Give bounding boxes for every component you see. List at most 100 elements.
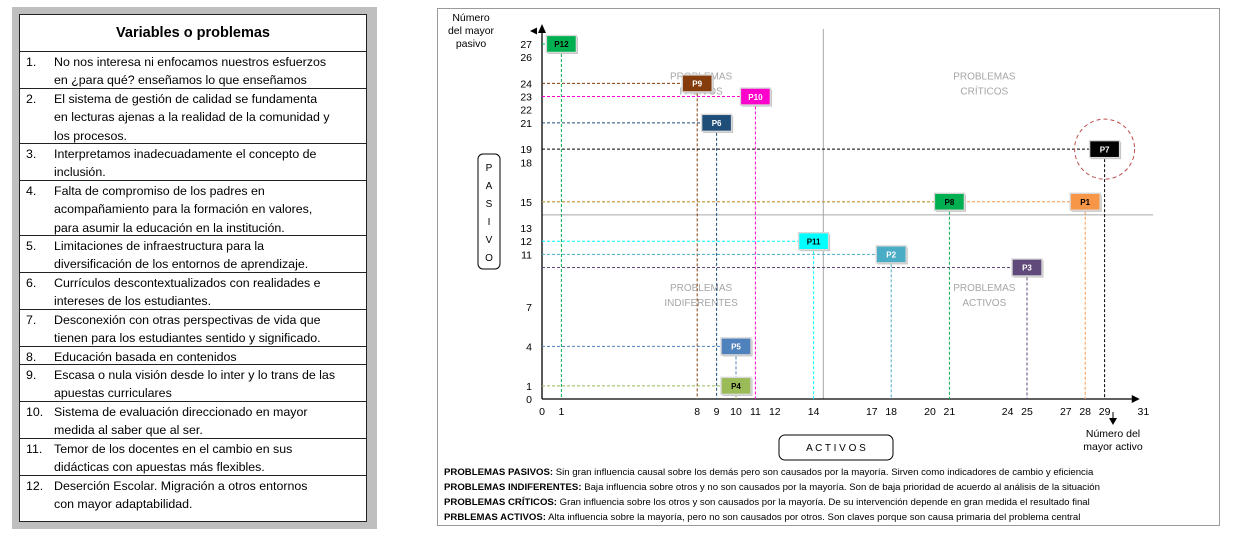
quadrant-legend: PROBLEMAS PASIVOS: Sin gran influencia c…: [444, 465, 1214, 527]
variable-text-line: los procesos.: [54, 128, 128, 143]
variable-item: 11. Temor de los docentes en el cambio en…: [20, 439, 366, 476]
y-tick-label: 4: [526, 341, 532, 353]
variable-text-line: Limitaciones de infraestructura para la: [54, 239, 265, 253]
x-tick-label: 14: [808, 406, 820, 418]
x-tick-label: 25: [1021, 406, 1033, 418]
quadrant-label: ACTIVOS: [962, 298, 1006, 309]
variable-text-line: en lecturas ajenas a la realidad de la c…: [54, 110, 330, 125]
variable-text-line: El sistema de gestión de calidad se fund…: [54, 92, 318, 106]
x-tick-label: 18: [885, 406, 897, 418]
variable-number: 6.: [26, 276, 37, 290]
variable-item: 7. Desconexión con otras perspectivas de …: [20, 310, 366, 347]
y-tick-label: 18: [520, 157, 532, 169]
quadrant-label: CRÍTICOS: [960, 84, 1008, 97]
variable-item: 10. Sistema de evaluación direccionado en…: [20, 402, 366, 439]
variable-text-line: tienen para los estudiantes sentido y si…: [54, 331, 321, 346]
y-tick-label: 22: [520, 105, 532, 117]
point-label: P12: [554, 40, 569, 49]
x-tick-label: 17: [866, 406, 878, 418]
y-axis-top-label: pasivo: [456, 38, 487, 50]
variable-text-line: para asumir la educación en la instituci…: [54, 220, 285, 235]
critical-highlight-circle: [1074, 118, 1136, 180]
x-tick-label: 24: [1002, 406, 1014, 418]
pasivo-axis-box: [477, 153, 501, 270]
point-label: P10: [748, 93, 763, 102]
y-tick-label: 0: [526, 394, 532, 406]
point-label: P9: [692, 80, 702, 89]
variable-text-line: Desconexión con otras perspectivas de vi…: [54, 313, 321, 327]
point-label: P2: [886, 251, 896, 260]
variable-item: 4. Falta de compromiso de los padres en ac…: [20, 181, 366, 236]
pasivo-axis-letter: S: [486, 199, 493, 210]
influence-matrix-panel: PROBLEMASPASIVOSPROBLEMASCRÍTICOSPROBLEM…: [437, 8, 1220, 526]
quadrant-label: INDIFERENTES: [664, 298, 738, 309]
x-tick-label: 11: [750, 406, 761, 418]
x-tick-label: 28: [1079, 406, 1091, 418]
x-axis-end-label: Número del: [1086, 428, 1140, 440]
variables-list: 1. No nos interesa ni enfocamos nuestros …: [20, 52, 366, 513]
y-tick-label: 11: [521, 249, 532, 261]
y-tick-label: 12: [520, 236, 532, 248]
point-label: P11: [807, 237, 821, 246]
y-tick-label: 23: [520, 92, 532, 104]
x-axis-arrow-icon: [1131, 395, 1140, 403]
variable-text-line: diversificación de los entornos de apren…: [54, 257, 309, 272]
variable-item: 12. Deserción Escolar. Migración a otros …: [20, 476, 366, 513]
y-tick-label: 27: [520, 39, 532, 51]
x-tick-label: 8: [694, 406, 700, 418]
variable-text-line: Sistema de evaluación direccionado en ma…: [54, 405, 308, 419]
point-label: P6: [712, 119, 722, 128]
variable-text-line: apuestas curriculares: [54, 386, 172, 401]
y-tick-label: 13: [520, 223, 532, 235]
pasivo-axis-letter: V: [486, 235, 493, 246]
variable-item: 3. Interpretamos inadecuadamente el conce…: [20, 144, 366, 181]
x-tick-label: 29: [1099, 406, 1111, 418]
point-label: P4: [731, 382, 741, 391]
variable-text-line: inclusión.: [54, 165, 106, 180]
variable-text-line: No nos interesa ni enfocamos nuestros es…: [54, 55, 327, 69]
variable-item: 5. Limitaciones de infraestructura para l…: [20, 236, 366, 273]
x-tick-label: 31: [1138, 406, 1150, 418]
point-marker: [700, 113, 733, 133]
influence-matrix: PROBLEMASPASIVOSPROBLEMASCRÍTICOSPROBLEM…: [448, 12, 1154, 461]
variable-number: 2.: [26, 92, 37, 106]
point-marker: [545, 34, 578, 54]
variable-text-line: acompañamiento para la formación en valo…: [54, 202, 313, 217]
variable-number: 4.: [26, 184, 37, 198]
y-label-pointer-icon: [530, 27, 537, 35]
variable-text-line: intereses de los estudiantes.: [54, 294, 212, 309]
variable-text-line: Deserción Escolar. Migración a otros ent…: [54, 479, 308, 493]
x-tick-label: 12: [769, 406, 781, 418]
legend-description: Sin gran influencia causal sobre los dem…: [553, 467, 1094, 478]
point-marker: [739, 87, 772, 106]
point-label: P3: [1022, 264, 1032, 273]
legend-entry: PRBLEMAS ACTIVOS: Alta influencia sobre …: [444, 510, 1214, 525]
y-tick-label: 15: [520, 197, 532, 209]
point-label: P8: [945, 198, 955, 207]
point-marker: [1011, 258, 1043, 277]
variable-text-line: Educación basada en contenidos: [54, 350, 237, 364]
variable-text-line: en ¿para qué? enseñamos lo que enseñamos: [54, 73, 307, 88]
y-tick-label: 1: [526, 381, 532, 393]
variable-item: 8. Educación basada en contenidos: [20, 347, 366, 365]
pasivo-axis-letter: P: [486, 163, 493, 174]
variable-text-line: Interpretamos inadecuadamente el concept…: [54, 147, 317, 161]
variable-number: 11.: [26, 442, 43, 456]
legend-description: Alta influencia sobre la mayoría, pero n…: [545, 512, 1081, 523]
legend-entry: PROBLEMAS CRÍTICOS: Gran influencia sobr…: [444, 495, 1214, 510]
variable-number: 3.: [26, 147, 37, 161]
y-axis-arrow-icon: [538, 24, 546, 33]
variable-number: 1.: [26, 55, 37, 69]
activos-axis-box: [778, 434, 894, 461]
legend-description: Gran influencia sobre los otros y son ca…: [557, 497, 1090, 508]
variable-item: 1. No nos interesa ni enfocamos nuestros …: [20, 52, 366, 89]
variable-text-line: Currículos descontextualizados con reali…: [54, 276, 321, 290]
variable-text-line: Escasa o nula visión desde lo inter y lo…: [54, 368, 336, 382]
x-tick-label: 0: [539, 406, 545, 418]
quadrant-label: PROBLEMAS: [953, 283, 1016, 294]
variables-table: Variables o problemas 1. No nos interesa …: [19, 14, 367, 522]
y-tick-label: 19: [520, 144, 532, 156]
legend-term: PROBLEMAS INDIFERENTES:: [444, 482, 582, 493]
variable-number: 12.: [26, 479, 44, 493]
x-tick-label: 27: [1060, 406, 1072, 418]
